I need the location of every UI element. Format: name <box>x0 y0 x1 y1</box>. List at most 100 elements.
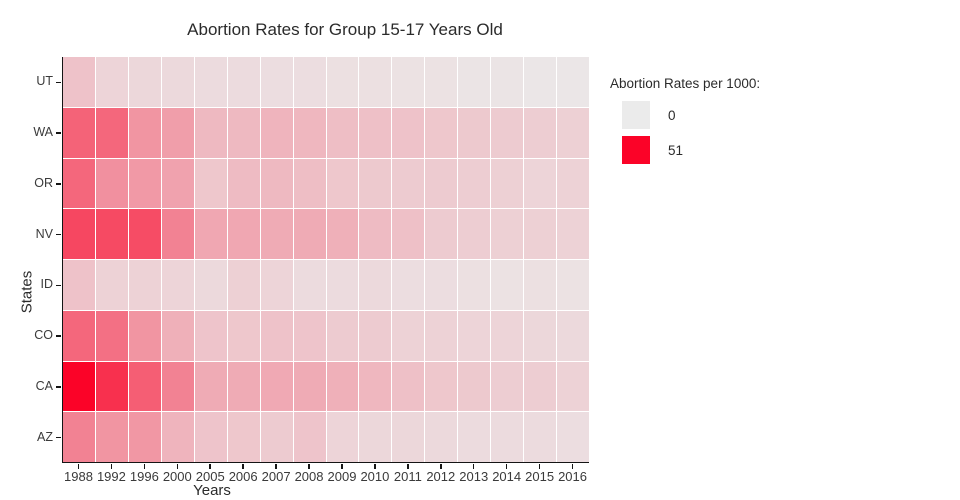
heatmap-cell[interactable] <box>128 107 161 158</box>
heatmap-cell[interactable] <box>293 209 326 259</box>
heatmap-cell[interactable] <box>326 310 359 361</box>
heatmap-cell[interactable] <box>161 260 194 310</box>
heatmap-cell[interactable] <box>359 209 392 259</box>
heatmap-cell[interactable] <box>392 57 425 107</box>
heatmap-cell[interactable] <box>293 57 326 107</box>
heatmap-cell[interactable] <box>227 57 260 107</box>
heatmap-cell[interactable] <box>524 107 557 158</box>
heatmap-cell[interactable] <box>293 158 326 209</box>
heatmap-cell[interactable] <box>326 57 359 107</box>
heatmap-cell[interactable] <box>128 209 161 259</box>
heatmap-cell[interactable] <box>557 107 589 158</box>
heatmap-cell[interactable] <box>260 412 293 462</box>
heatmap-cell[interactable] <box>557 310 589 361</box>
heatmap-cell[interactable] <box>458 361 491 412</box>
heatmap-cell[interactable] <box>63 310 95 361</box>
heatmap-cell[interactable] <box>524 260 557 310</box>
heatmap-cell[interactable] <box>392 107 425 158</box>
heatmap-cell[interactable] <box>63 209 95 259</box>
heatmap-cell[interactable] <box>128 361 161 412</box>
heatmap-cell[interactable] <box>260 310 293 361</box>
heatmap-cell[interactable] <box>392 412 425 462</box>
heatmap-cell[interactable] <box>425 57 458 107</box>
heatmap-cell[interactable] <box>95 107 128 158</box>
heatmap-cell[interactable] <box>359 260 392 310</box>
heatmap-cell[interactable] <box>557 57 589 107</box>
heatmap-cell[interactable] <box>161 107 194 158</box>
heatmap-cell[interactable] <box>161 209 194 259</box>
heatmap-cell[interactable] <box>161 158 194 209</box>
heatmap-cell[interactable] <box>425 260 458 310</box>
heatmap-cell[interactable] <box>491 361 524 412</box>
heatmap-cell[interactable] <box>458 158 491 209</box>
heatmap-cell[interactable] <box>194 158 227 209</box>
heatmap-cell[interactable] <box>161 412 194 462</box>
heatmap-cell[interactable] <box>359 57 392 107</box>
heatmap-cell[interactable] <box>326 107 359 158</box>
heatmap-cell[interactable] <box>95 361 128 412</box>
heatmap-cell[interactable] <box>326 260 359 310</box>
heatmap-cell[interactable] <box>260 57 293 107</box>
heatmap-cell[interactable] <box>425 412 458 462</box>
heatmap-cell[interactable] <box>194 107 227 158</box>
heatmap-cell[interactable] <box>392 158 425 209</box>
heatmap-cell[interactable] <box>63 57 95 107</box>
heatmap-cell[interactable] <box>95 310 128 361</box>
heatmap-cell[interactable] <box>194 412 227 462</box>
heatmap-cell[interactable] <box>260 158 293 209</box>
heatmap-cell[interactable] <box>63 361 95 412</box>
heatmap-cell[interactable] <box>227 158 260 209</box>
heatmap-cell[interactable] <box>557 412 589 462</box>
heatmap-cell[interactable] <box>128 310 161 361</box>
heatmap-cell[interactable] <box>128 412 161 462</box>
heatmap-cell[interactable] <box>128 57 161 107</box>
heatmap-cell[interactable] <box>359 107 392 158</box>
heatmap-cell[interactable] <box>491 310 524 361</box>
heatmap-cell[interactable] <box>524 158 557 209</box>
heatmap-cell[interactable] <box>194 209 227 259</box>
heatmap-cell[interactable] <box>63 158 95 209</box>
heatmap-cell[interactable] <box>260 107 293 158</box>
heatmap-cell[interactable] <box>260 209 293 259</box>
heatmap-cell[interactable] <box>458 260 491 310</box>
heatmap-cell[interactable] <box>425 158 458 209</box>
heatmap-cell[interactable] <box>425 310 458 361</box>
heatmap-cell[interactable] <box>557 209 589 259</box>
heatmap-cell[interactable] <box>557 158 589 209</box>
heatmap-cell[interactable] <box>194 57 227 107</box>
heatmap-cell[interactable] <box>458 412 491 462</box>
heatmap-cell[interactable] <box>524 310 557 361</box>
heatmap-cell[interactable] <box>458 57 491 107</box>
heatmap-cell[interactable] <box>194 310 227 361</box>
heatmap-cell[interactable] <box>95 209 128 259</box>
heatmap-cell[interactable] <box>392 209 425 259</box>
heatmap-cell[interactable] <box>227 412 260 462</box>
legend-item-max[interactable]: 51 <box>610 136 910 164</box>
heatmap-cell[interactable] <box>359 361 392 412</box>
heatmap-cell[interactable] <box>557 361 589 412</box>
heatmap-cell[interactable] <box>63 412 95 462</box>
heatmap-cell[interactable] <box>359 158 392 209</box>
heatmap-cell[interactable] <box>227 260 260 310</box>
heatmap-cell[interactable] <box>227 107 260 158</box>
heatmap-cell[interactable] <box>458 310 491 361</box>
legend-item-min[interactable]: 0 <box>610 101 910 129</box>
heatmap-cell[interactable] <box>524 361 557 412</box>
heatmap-cell[interactable] <box>260 361 293 412</box>
heatmap-cell[interactable] <box>293 260 326 310</box>
heatmap-cell[interactable] <box>326 158 359 209</box>
heatmap-cell[interactable] <box>227 310 260 361</box>
heatmap-cell[interactable] <box>392 260 425 310</box>
heatmap-cell[interactable] <box>95 412 128 462</box>
heatmap-cell[interactable] <box>557 260 589 310</box>
heatmap-cell[interactable] <box>293 412 326 462</box>
heatmap-cell[interactable] <box>491 209 524 259</box>
heatmap-cell[interactable] <box>524 209 557 259</box>
heatmap-cell[interactable] <box>458 209 491 259</box>
heatmap-cell[interactable] <box>95 260 128 310</box>
heatmap-cell[interactable] <box>293 310 326 361</box>
heatmap-cell[interactable] <box>194 260 227 310</box>
heatmap-cell[interactable] <box>326 412 359 462</box>
heatmap-cell[interactable] <box>524 412 557 462</box>
heatmap-cell[interactable] <box>63 107 95 158</box>
